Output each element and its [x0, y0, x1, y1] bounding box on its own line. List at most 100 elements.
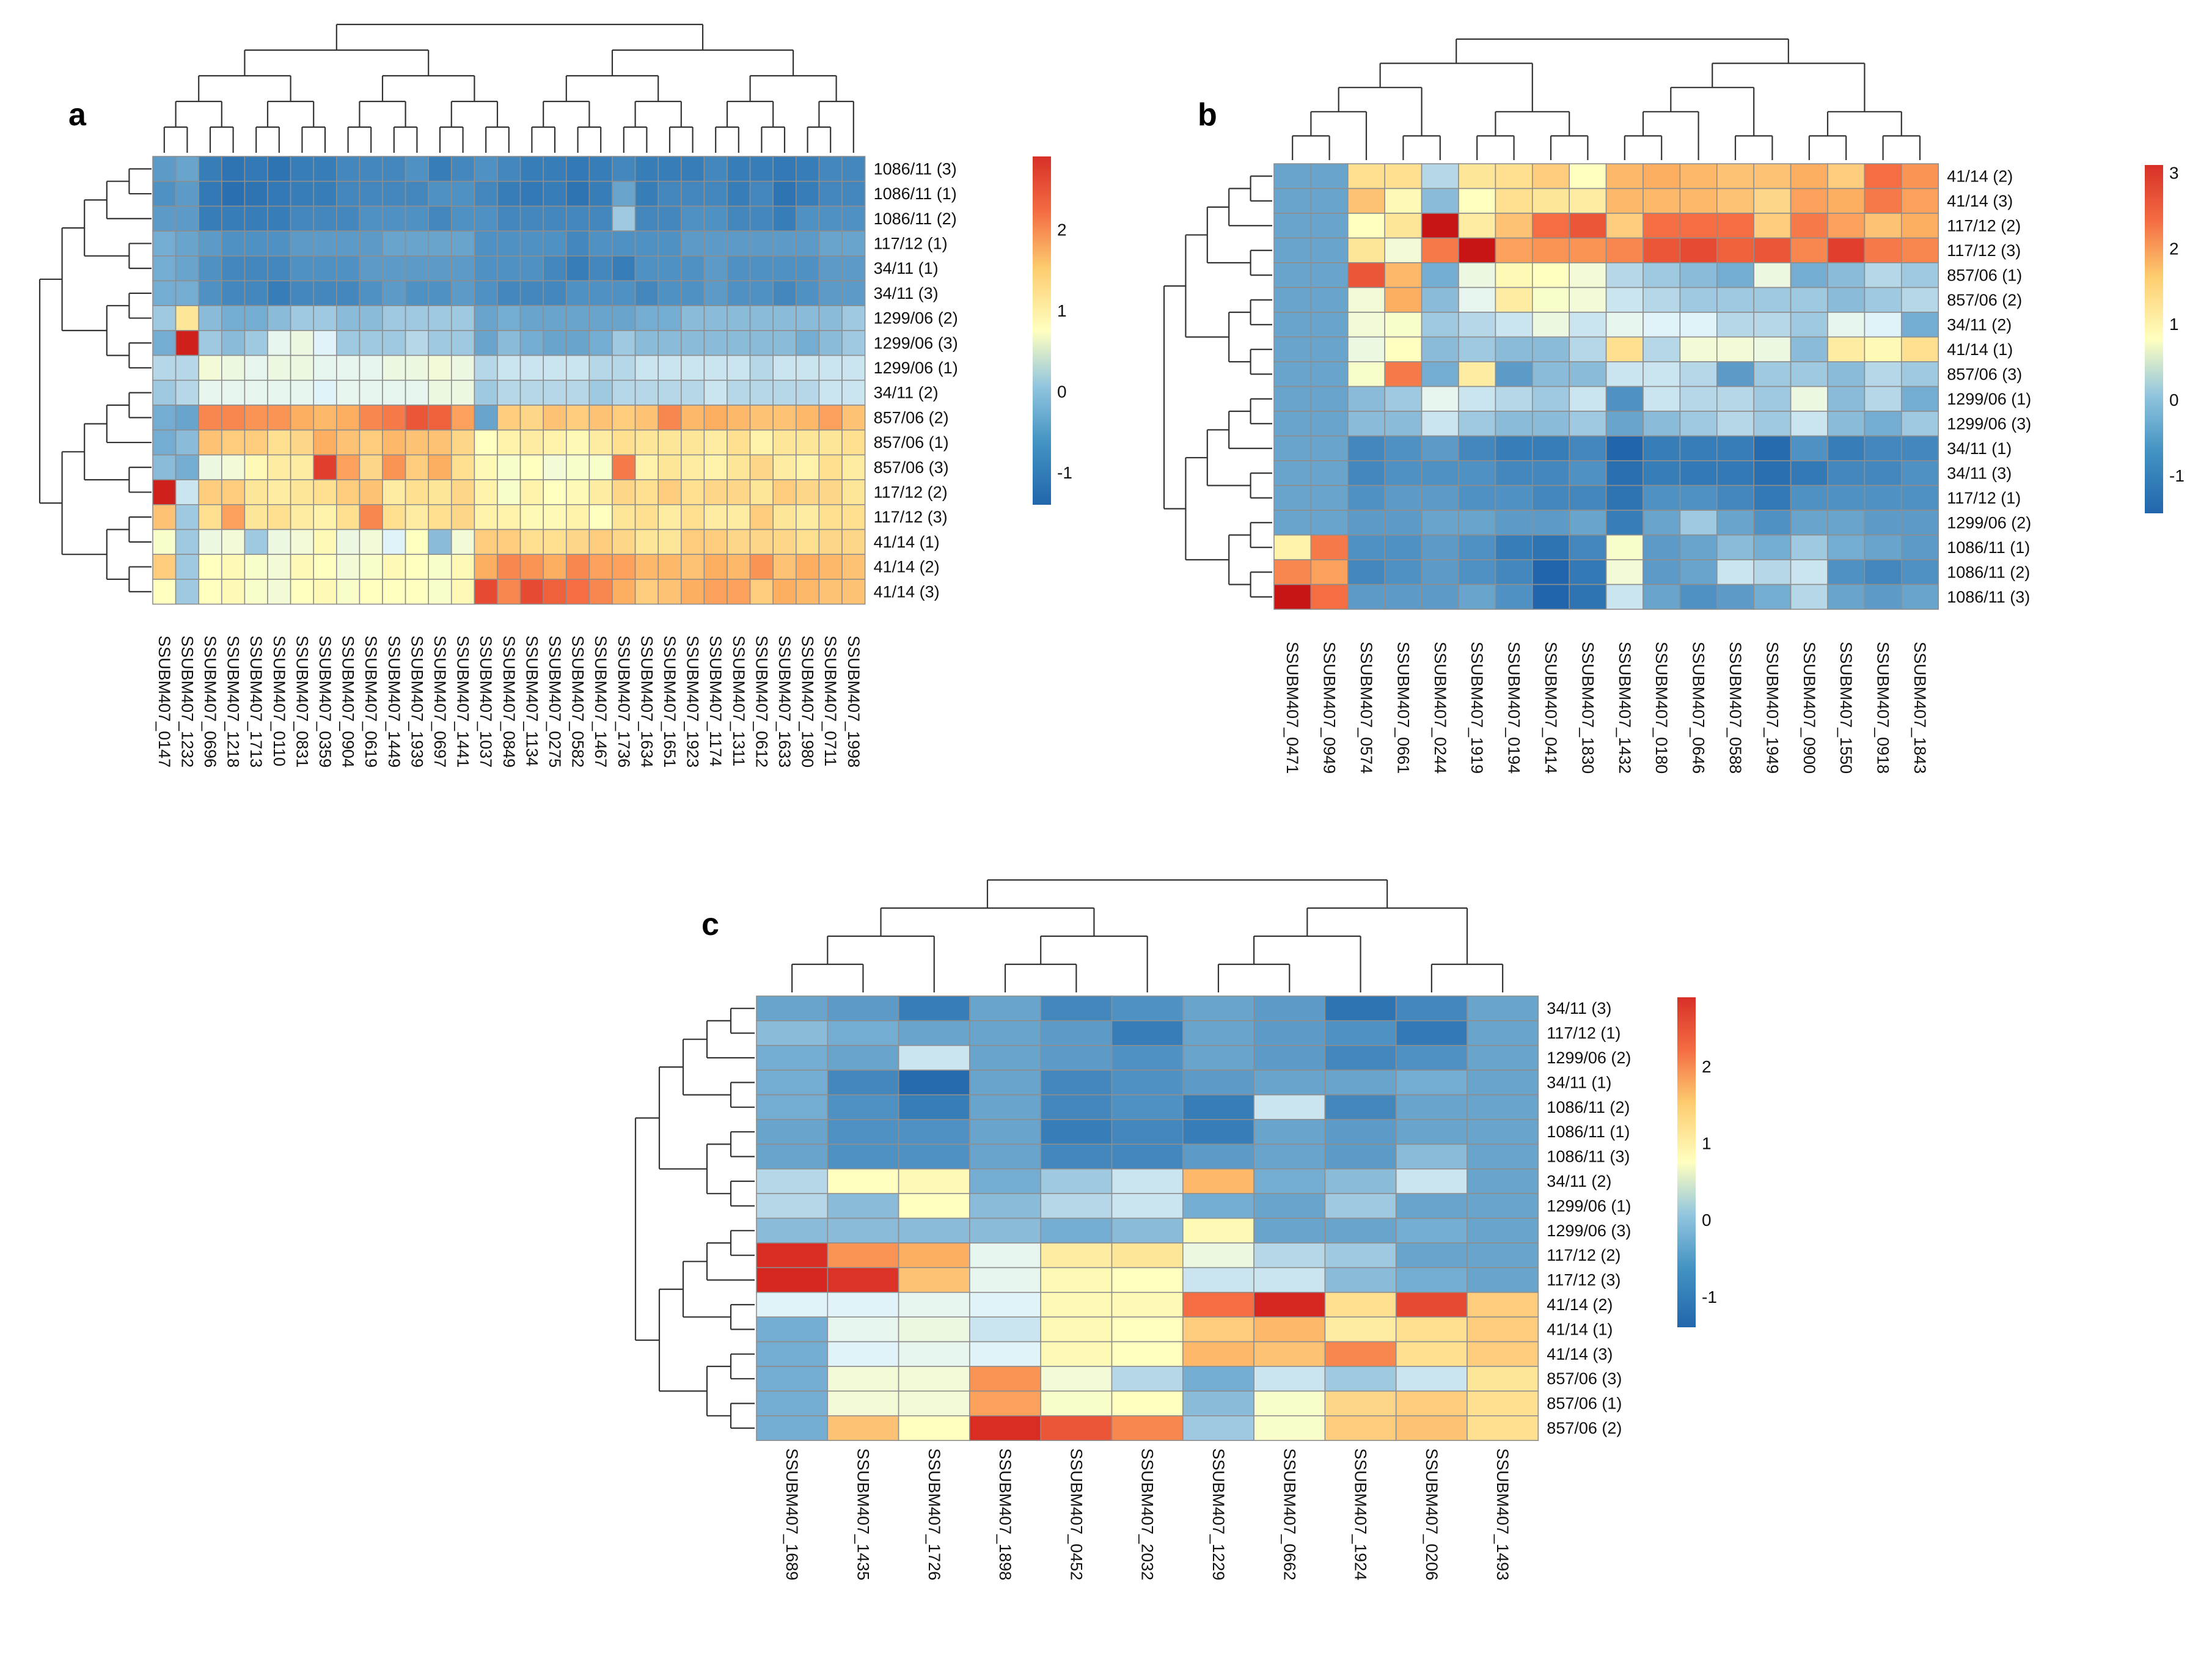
heatmap-cell: [796, 205, 820, 232]
heatmap-cell: [405, 454, 429, 480]
heatmap-cell: [634, 454, 659, 480]
heatmap-cell: [382, 255, 406, 282]
heatmap-cell: [267, 205, 291, 232]
heatmap-cell: [405, 280, 429, 307]
heatmap-cell: [657, 429, 682, 456]
heatmap-cell: [1605, 312, 1644, 338]
heatmap-cell: [1384, 386, 1423, 412]
heatmap-cell: [1182, 1390, 1254, 1417]
heatmap-cell: [244, 255, 268, 282]
heatmap-cell: [519, 280, 544, 307]
heatmap-cell: [1864, 188, 1902, 214]
legend-color-bar: [1033, 156, 1051, 505]
column-label: SSUBM407_0452: [1067, 1448, 1085, 1580]
heatmap-cell: [382, 354, 406, 381]
row-label: 1299/06 (2): [1547, 1049, 1631, 1067]
heatmap-cell: [1716, 287, 1755, 313]
heatmap-cell: [359, 156, 383, 182]
heatmap-cell: [1273, 386, 1312, 412]
heatmap-cell: [565, 454, 590, 480]
heatmap-cell: [405, 379, 429, 406]
heatmap-cell: [1347, 312, 1386, 338]
heatmap-cell: [1347, 287, 1386, 313]
column-label: SSUBM407_1449: [385, 636, 403, 768]
heatmap-cell: [1458, 312, 1496, 338]
heatmap-cell: [244, 280, 268, 307]
heatmap-cell: [703, 305, 728, 331]
heatmap-cell: [749, 579, 774, 605]
heatmap-cell: [772, 280, 797, 307]
heatmap-cell: [1273, 485, 1312, 511]
heatmap-cell: [969, 1390, 1042, 1417]
heatmap-cell: [1040, 1316, 1113, 1343]
heatmap-cell: [1901, 534, 1939, 560]
heatmap-cell: [474, 156, 498, 182]
heatmap-cell: [474, 255, 498, 282]
heatmap-cell: [313, 554, 337, 580]
heatmap-cell: [244, 579, 268, 605]
heatmap-cell: [681, 429, 705, 456]
heatmap-cell: [703, 354, 728, 381]
heatmap-cell: [359, 405, 383, 431]
heatmap-cell: [1790, 287, 1828, 313]
heatmap-cell: [1467, 1292, 1539, 1318]
row-label: 1299/06 (3): [1547, 1222, 1631, 1240]
heatmap-cell: [175, 479, 200, 505]
heatmap-cell: [1643, 534, 1681, 560]
legend-tick-label: 2: [2169, 239, 2179, 258]
heatmap-cell: [1253, 1415, 1326, 1442]
heatmap-cell: [1111, 995, 1184, 1022]
heatmap-cell: [898, 1267, 970, 1293]
heatmap-cell: [969, 1193, 1042, 1219]
heatmap-cell: [267, 479, 291, 505]
heatmap-cell: [1643, 435, 1681, 461]
heatmap-cell: [1495, 213, 1533, 239]
heatmap-cell: [543, 504, 567, 530]
heatmap-cell: [175, 504, 200, 530]
heatmap-cell: [1324, 1020, 1397, 1046]
heatmap-cell: [634, 379, 659, 406]
heatmap-cell: [1605, 584, 1644, 610]
heatmap-cell: [543, 479, 567, 505]
row-label: 41/14 (3): [874, 582, 940, 601]
heatmap-cell: [290, 504, 315, 530]
heatmap-cell: [898, 1119, 970, 1145]
legend-tick-label: -1: [1057, 463, 1072, 482]
heatmap-cell: [565, 554, 590, 580]
heatmap-cell: [1901, 584, 1939, 610]
heatmap-cell: [450, 479, 475, 505]
heatmap-cell: [1395, 1415, 1468, 1442]
heatmap-cell: [703, 156, 728, 182]
heatmap-cell: [657, 330, 682, 356]
heatmap-cell: [969, 1415, 1042, 1442]
heatmap-cell: [969, 1217, 1042, 1244]
heatmap-cell: [703, 429, 728, 456]
heatmap-cell: [681, 205, 705, 232]
row-label: 1299/06 (1): [1547, 1197, 1631, 1215]
heatmap-cell: [1753, 510, 1792, 536]
heatmap-cell: [1753, 361, 1792, 387]
row-label: 41/14 (1): [1947, 340, 2013, 359]
heatmap-cell: [1495, 361, 1533, 387]
heatmap-cell: [519, 379, 544, 406]
heatmap-cell: [565, 180, 590, 207]
heatmap-cell: [681, 579, 705, 605]
heatmap-cell: [1864, 534, 1902, 560]
column-label: SSUBM407_0696: [201, 636, 219, 768]
heatmap-cell: [1324, 1390, 1397, 1417]
heatmap-cell: [841, 579, 866, 605]
heatmap-cell: [612, 156, 636, 182]
heatmap-cell: [519, 205, 544, 232]
heatmap-cell: [1643, 510, 1681, 536]
row-label: 117/12 (2): [1947, 216, 2021, 235]
heatmap-cell: [756, 1168, 829, 1195]
heatmap-cell: [267, 156, 291, 182]
heatmap-cell: [898, 1390, 970, 1417]
heatmap-cell: [1040, 1168, 1113, 1195]
heatmap-cell: [313, 479, 337, 505]
heatmap-cell: [1753, 188, 1792, 214]
heatmap-cell: [756, 1390, 829, 1417]
heatmap-cell: [588, 454, 613, 480]
heatmap-cell: [1458, 411, 1496, 437]
heatmap-cell: [1716, 584, 1755, 610]
